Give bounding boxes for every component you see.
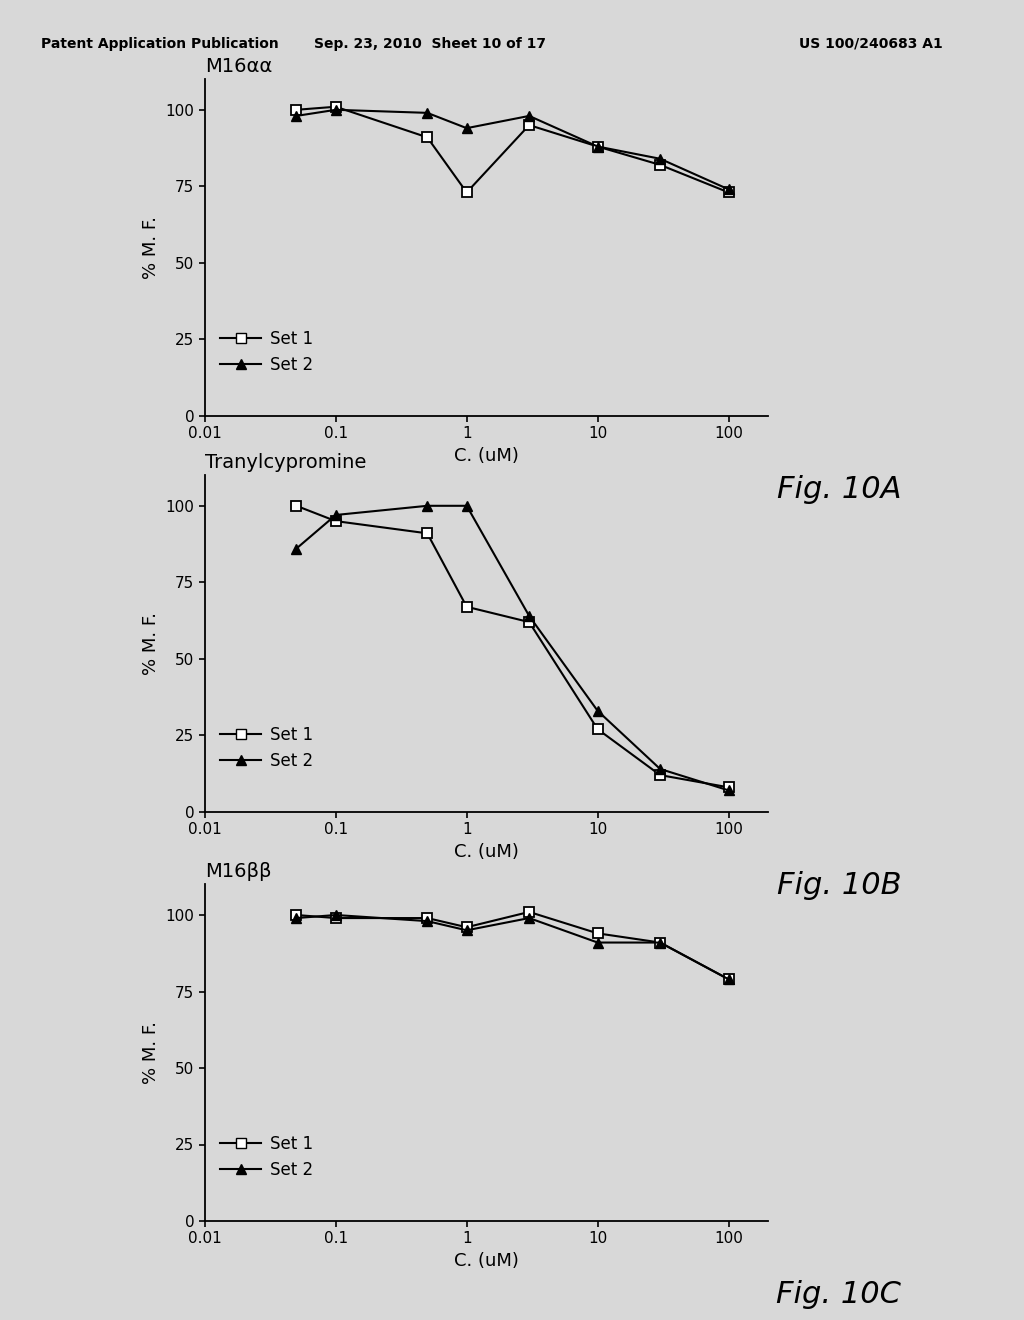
Text: Tranylcypromine: Tranylcypromine [205, 453, 367, 473]
Y-axis label: % M. F.: % M. F. [142, 1022, 160, 1084]
Y-axis label: % M. F.: % M. F. [142, 612, 160, 675]
Text: Sep. 23, 2010  Sheet 10 of 17: Sep. 23, 2010 Sheet 10 of 17 [314, 37, 546, 51]
Text: US 100/240683 A1: US 100/240683 A1 [799, 37, 942, 51]
Text: Fig. 10B: Fig. 10B [776, 871, 901, 900]
X-axis label: C. (uM): C. (uM) [454, 842, 519, 861]
Legend: Set 1, Set 2: Set 1, Set 2 [213, 1129, 319, 1185]
X-axis label: C. (uM): C. (uM) [454, 1251, 519, 1270]
Legend: Set 1, Set 2: Set 1, Set 2 [213, 719, 319, 776]
X-axis label: C. (uM): C. (uM) [454, 446, 519, 465]
Text: Fig. 10C: Fig. 10C [776, 1280, 901, 1309]
Text: M16ββ: M16ββ [205, 862, 271, 882]
Text: Fig. 10A: Fig. 10A [776, 475, 901, 504]
Text: Patent Application Publication: Patent Application Publication [41, 37, 279, 51]
Text: M16αα: M16αα [205, 57, 272, 77]
Y-axis label: % M. F.: % M. F. [142, 216, 160, 279]
Legend: Set 1, Set 2: Set 1, Set 2 [213, 323, 319, 380]
